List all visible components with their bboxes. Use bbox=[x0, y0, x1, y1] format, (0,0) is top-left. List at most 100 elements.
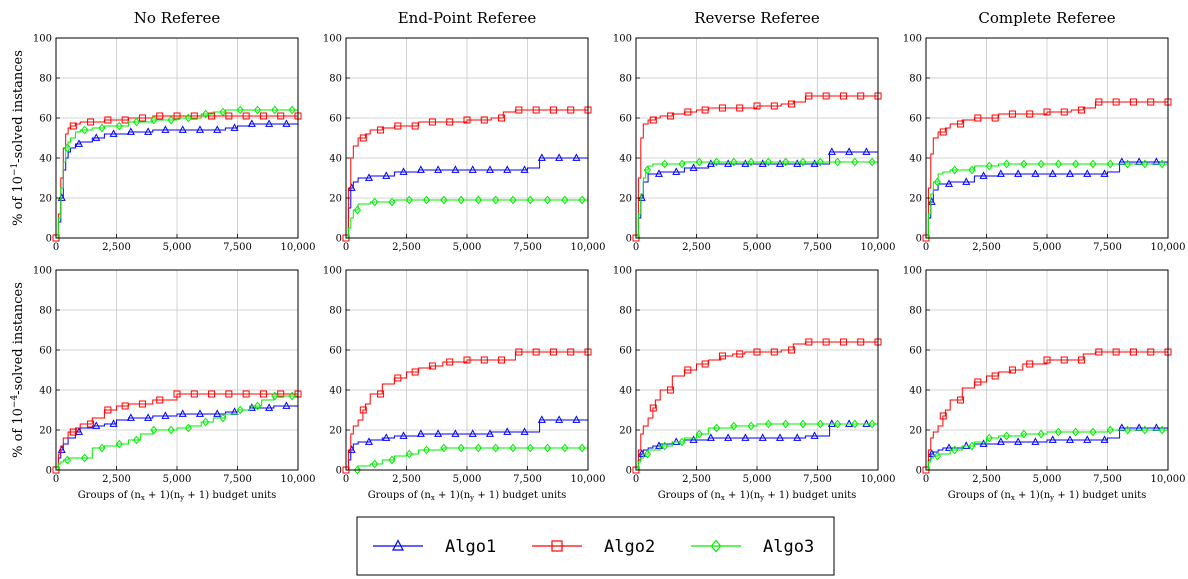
data-point-algo1 bbox=[706, 433, 715, 441]
data-point-algo2 bbox=[1078, 106, 1086, 114]
y-tick-label: 100 bbox=[613, 34, 632, 45]
data-point-algo2 bbox=[104, 406, 112, 414]
x-tick-label: 7,500 bbox=[803, 474, 832, 485]
data-point-algo1 bbox=[503, 427, 512, 435]
x-tick-label: 5,000 bbox=[743, 474, 772, 485]
data-point-algo1 bbox=[382, 171, 391, 179]
x-tick-label: 2,500 bbox=[682, 474, 711, 485]
data-point-algo2 bbox=[138, 400, 146, 408]
data-point-algo2 bbox=[1147, 348, 1155, 356]
y-tick-label: 60 bbox=[329, 114, 342, 125]
data-point-algo1 bbox=[399, 431, 408, 439]
x-tick-label: 5,000 bbox=[1033, 242, 1062, 253]
y-tick-label: 80 bbox=[909, 74, 922, 85]
data-point-algo1 bbox=[520, 165, 529, 173]
data-point-algo1 bbox=[689, 435, 698, 443]
legend-label: Algo3 bbox=[763, 537, 814, 557]
data-point-algo2 bbox=[515, 106, 523, 114]
data-point-algo1 bbox=[810, 431, 819, 439]
y-tick-label: 40 bbox=[39, 386, 52, 397]
legend-marker bbox=[551, 540, 563, 552]
data-point-algo3 bbox=[526, 443, 534, 453]
data-point-algo1 bbox=[265, 403, 274, 411]
data-point-algo3 bbox=[799, 419, 807, 429]
data-point-algo3 bbox=[833, 419, 842, 429]
data-point-algo1 bbox=[468, 429, 477, 437]
data-point-algo3 bbox=[115, 121, 123, 131]
data-point-algo2 bbox=[480, 356, 488, 364]
data-point-algo3 bbox=[1089, 427, 1097, 437]
y-tick-label: 40 bbox=[619, 154, 632, 165]
data-point-algo1 bbox=[161, 411, 170, 419]
x-tick-label: 10,000 bbox=[281, 242, 316, 253]
chart-panel: 0 2,500 5,000 7,500 10,000 0 20 40 60 80 100 Groups… bbox=[903, 266, 1186, 503]
x-tick-label: 2,500 bbox=[392, 474, 421, 485]
data-point-algo2 bbox=[684, 366, 692, 374]
data-point-algo3 bbox=[167, 425, 175, 435]
data-point-algo2 bbox=[667, 112, 675, 120]
data-point-algo1 bbox=[178, 409, 187, 417]
data-point-algo3 bbox=[933, 177, 942, 187]
data-point-algo3 bbox=[150, 115, 158, 125]
data-point-algo3 bbox=[440, 195, 448, 205]
data-point-algo2 bbox=[567, 348, 575, 356]
y-tick-label: 80 bbox=[329, 74, 342, 85]
y-tick-label: 80 bbox=[619, 74, 632, 85]
data-point-algo3 bbox=[951, 165, 959, 175]
data-point-algo3 bbox=[695, 429, 703, 439]
data-point-algo1 bbox=[451, 165, 460, 173]
data-point-algo2 bbox=[259, 390, 267, 398]
y-tick-label: 20 bbox=[619, 426, 632, 437]
data-point-algo1 bbox=[503, 165, 512, 173]
data-point-algo1 bbox=[775, 159, 785, 167]
data-point-algo3 bbox=[422, 195, 431, 205]
data-point-algo3 bbox=[492, 443, 500, 453]
y-tick-label: 20 bbox=[329, 426, 342, 437]
data-point-algo1 bbox=[996, 437, 1005, 445]
data-point-algo1 bbox=[944, 443, 954, 451]
data-point-algo3 bbox=[236, 405, 244, 415]
data-point-algo3 bbox=[1037, 159, 1045, 169]
data-point-algo1 bbox=[434, 429, 443, 437]
data-point-algo3 bbox=[1054, 427, 1063, 437]
data-point-algo2 bbox=[121, 402, 129, 410]
chart-panel: 0 2,500 5,000 7,500 10,000 0 20 40 60 80 100 bbox=[33, 34, 316, 254]
data-point-algo2 bbox=[242, 112, 250, 120]
data-point-algo2 bbox=[394, 122, 402, 130]
data-point-algo3 bbox=[422, 445, 431, 455]
data-point-algo3 bbox=[81, 453, 89, 463]
data-point-algo2 bbox=[549, 348, 557, 356]
data-point-algo2 bbox=[701, 106, 709, 114]
y-tick-label: 60 bbox=[619, 114, 632, 125]
data-point-algo2 bbox=[208, 112, 216, 120]
data-point-algo3 bbox=[661, 159, 669, 169]
data-point-algo3 bbox=[474, 443, 483, 453]
x-tick-label: 2,500 bbox=[392, 242, 421, 253]
data-point-algo1 bbox=[862, 419, 871, 427]
y-tick-label: 20 bbox=[909, 426, 922, 437]
data-point-algo3 bbox=[115, 439, 123, 449]
data-point-algo3 bbox=[561, 195, 569, 205]
data-point-algo1 bbox=[706, 159, 715, 167]
data-point-algo1 bbox=[555, 415, 564, 423]
series-line-algo2 bbox=[56, 393, 298, 471]
y-tick-label: 60 bbox=[909, 346, 922, 357]
data-point-algo2 bbox=[428, 118, 436, 126]
data-point-algo2 bbox=[515, 348, 523, 356]
data-point-algo2 bbox=[549, 106, 557, 114]
data-point-algo1 bbox=[74, 427, 84, 435]
data-point-algo2 bbox=[1043, 108, 1051, 116]
data-point-algo1 bbox=[178, 125, 187, 133]
data-point-algo1 bbox=[382, 433, 391, 441]
data-point-algo2 bbox=[225, 390, 233, 398]
x-tick-label: 2,500 bbox=[972, 474, 1001, 485]
data-point-algo1 bbox=[485, 429, 495, 437]
x-tick-label: 10,000 bbox=[571, 242, 606, 253]
data-point-algo3 bbox=[851, 157, 859, 167]
data-point-algo3 bbox=[457, 443, 465, 453]
data-point-algo3 bbox=[1054, 159, 1063, 169]
data-point-algo3 bbox=[271, 391, 279, 401]
data-point-algo3 bbox=[985, 161, 993, 171]
data-point-algo2 bbox=[770, 348, 778, 356]
